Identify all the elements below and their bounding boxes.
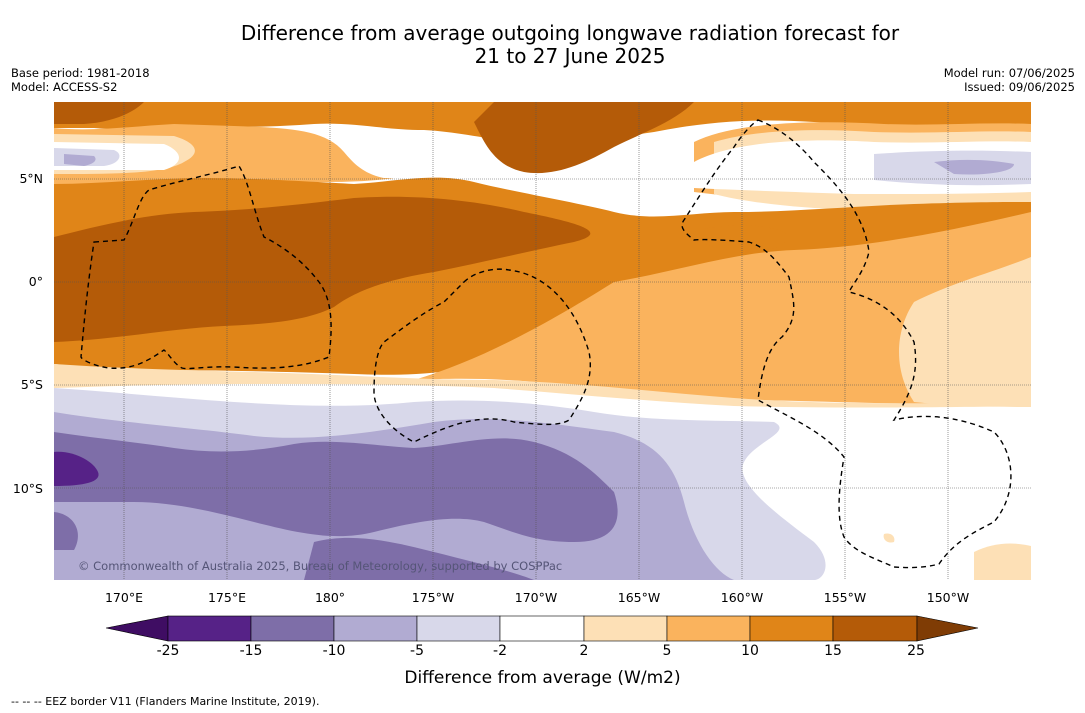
colorbar-title: Difference from average (W/m2)	[404, 668, 681, 688]
eez-borders	[80, 119, 1012, 569]
colorbar-tick: -2	[493, 643, 507, 659]
colorbar-bin-4	[416, 615, 501, 642]
lon-label-180: 180°	[314, 590, 346, 605]
region-south-10-c	[54, 512, 78, 550]
patch-north-5-east	[934, 159, 1014, 175]
colorbar-bin-3	[333, 615, 418, 642]
colorbar-bin-9	[832, 615, 918, 642]
patch-equator-25	[54, 196, 591, 342]
colorbar-tick: 5	[662, 643, 672, 659]
colorbar-bin-6	[583, 615, 668, 642]
lon-label-155w: 155°W	[823, 590, 867, 605]
patch-south-15	[54, 451, 99, 486]
patch-se-5-small	[883, 533, 895, 543]
colorbar-bin-8	[749, 615, 834, 642]
lon-label-160w: 160°W	[720, 590, 764, 605]
map-title: Difference from average outgoing longwav…	[0, 22, 1085, 68]
lat-label-10s: 10°S	[12, 481, 43, 496]
colorbar-tick: -5	[410, 643, 424, 659]
patch-se-5	[974, 543, 1031, 580]
colorbar-tick: 2	[579, 643, 589, 659]
metadata-left: Base period: 1981-2018 Model: ACCESS-S2	[11, 66, 150, 94]
colorbar-tick: 15	[824, 643, 842, 659]
lon-label-165w: 165°W	[617, 590, 661, 605]
colorbar	[106, 615, 979, 642]
colorbar-bin-5	[499, 615, 585, 642]
lon-label-175w: 175°W	[411, 590, 455, 605]
model-run-text: Model run: 07/06/2025	[943, 66, 1075, 80]
patch-nw-25	[54, 102, 144, 124]
lon-label-170w: 170°W	[514, 590, 558, 605]
issued-text: Issued: 09/06/2025	[964, 80, 1075, 94]
eez-border-west	[80, 165, 332, 370]
lon-label-170e: 170°E	[104, 590, 143, 605]
band-east-10	[414, 212, 1031, 405]
colorbar-tick: -25	[156, 643, 180, 659]
copyright-notice: © Commonwealth of Australia 2025, Bureau…	[78, 559, 563, 573]
colorbar-tick: -10	[322, 643, 346, 659]
lat-label-5n: 5°N	[19, 171, 43, 186]
colorbar-bin-1	[167, 615, 252, 642]
metadata-right: Model run: 07/06/2025 Issued: 09/06/2025	[944, 66, 1075, 94]
colorbar-underflow	[106, 615, 169, 642]
band-south-5	[54, 364, 1031, 408]
model-text: Model: ACCESS-S2	[11, 80, 118, 94]
colorbar-tick: 10	[741, 643, 759, 659]
patch-north-5-west	[64, 154, 96, 166]
region-south-10-b	[304, 537, 534, 580]
lat-label-5s: 5°S	[20, 377, 43, 392]
patch-top-25	[474, 102, 694, 174]
colorbar-bin-7	[666, 615, 751, 642]
colorbar-overflow	[916, 615, 979, 642]
colorbar-tick: 25	[907, 643, 925, 659]
colorbar-bin-2	[250, 615, 335, 642]
eez-border-center	[373, 268, 591, 443]
colorbar-tick: -15	[239, 643, 263, 659]
title-line-1: Difference from average outgoing longwav…	[240, 21, 900, 45]
base-period-text: Base period: 1981-2018	[11, 66, 150, 80]
lat-label-0: 0°	[28, 274, 43, 289]
map-canvas	[54, 102, 1031, 580]
eez-legend-note: -- -- -- EEZ border V11 (Flanders Marine…	[11, 695, 320, 708]
patch-east-15	[694, 225, 787, 252]
title-line-2: 21 to 27 June 2025	[474, 44, 666, 68]
eez-border-east	[681, 119, 1012, 569]
anomaly-map	[54, 102, 1031, 580]
lon-label-150w: 150°W	[926, 590, 970, 605]
region-south-10	[54, 432, 618, 542]
patch-east-5	[899, 257, 1031, 407]
lon-label-175e: 175°E	[207, 590, 246, 605]
